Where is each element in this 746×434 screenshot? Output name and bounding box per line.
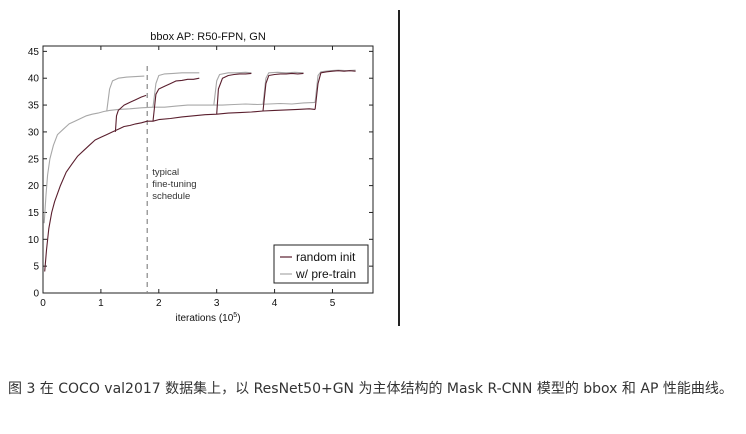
y-tick-label: 20: [28, 181, 40, 192]
series-line-random-init: [114, 94, 147, 132]
series-line-w-pre-train: [213, 71, 252, 106]
legend-label-pre-train: w/ pre-train: [295, 267, 356, 281]
x-tick-label: 5: [330, 298, 336, 309]
figure-caption: 图 3 在 COCO val2017 数据集上，以 ResNet50+GN 为主…: [8, 381, 733, 397]
series-line-w-pre-train: [43, 101, 316, 224]
y-tick-label: 15: [28, 208, 40, 219]
series-line-w-pre-train: [314, 69, 356, 103]
legend: random init w/ pre-train: [273, 244, 369, 284]
x-tick-label: 4: [272, 298, 278, 309]
annotation-text-line: fine-tuning: [152, 179, 196, 190]
annotation-text-line: schedule: [152, 191, 190, 202]
series-line-random-init: [152, 77, 200, 122]
series-line-w-pre-train: [106, 75, 145, 112]
annotation-text-line: typical: [152, 167, 179, 178]
series-line-random-init: [44, 108, 316, 272]
x-tick-label: 2: [156, 298, 162, 309]
series-line-w-pre-train: [262, 71, 304, 105]
y-tick-label: 40: [28, 74, 40, 85]
y-tick-label: 5: [33, 262, 39, 273]
y-tick-label: 0: [33, 289, 39, 300]
series-line-random-init: [216, 72, 252, 115]
x-tick-label: 0: [40, 298, 46, 309]
y-tick-label: 10: [28, 235, 40, 246]
series-line-w-pre-train: [152, 72, 200, 108]
chart-title: bbox AP: R50-FPN, GN: [150, 31, 266, 43]
y-tick-label: 30: [28, 127, 40, 138]
figure-panel: bbox AP: R50-FPN, GN 0 5 10 15 20 25 30 35 40 45 0…: [8, 10, 400, 326]
plot-frame: [42, 45, 374, 294]
y-tick-label: 45: [28, 47, 40, 58]
x-tick-label: 3: [214, 298, 220, 309]
series-lines: [43, 69, 356, 272]
series-line-random-init: [314, 70, 356, 110]
bbox-ap-chart: bbox AP: R50-FPN, GN 0510152025303540450…: [28, 31, 374, 324]
x-tick-label: 1: [98, 298, 104, 309]
series-line-random-init: [262, 72, 304, 112]
y-tick-label: 25: [28, 154, 40, 165]
legend-box: [273, 244, 369, 284]
x-axis-label: iterations (105): [175, 312, 240, 324]
legend-label-random-init: random init: [296, 250, 356, 264]
y-tick-label: 35: [28, 101, 40, 112]
